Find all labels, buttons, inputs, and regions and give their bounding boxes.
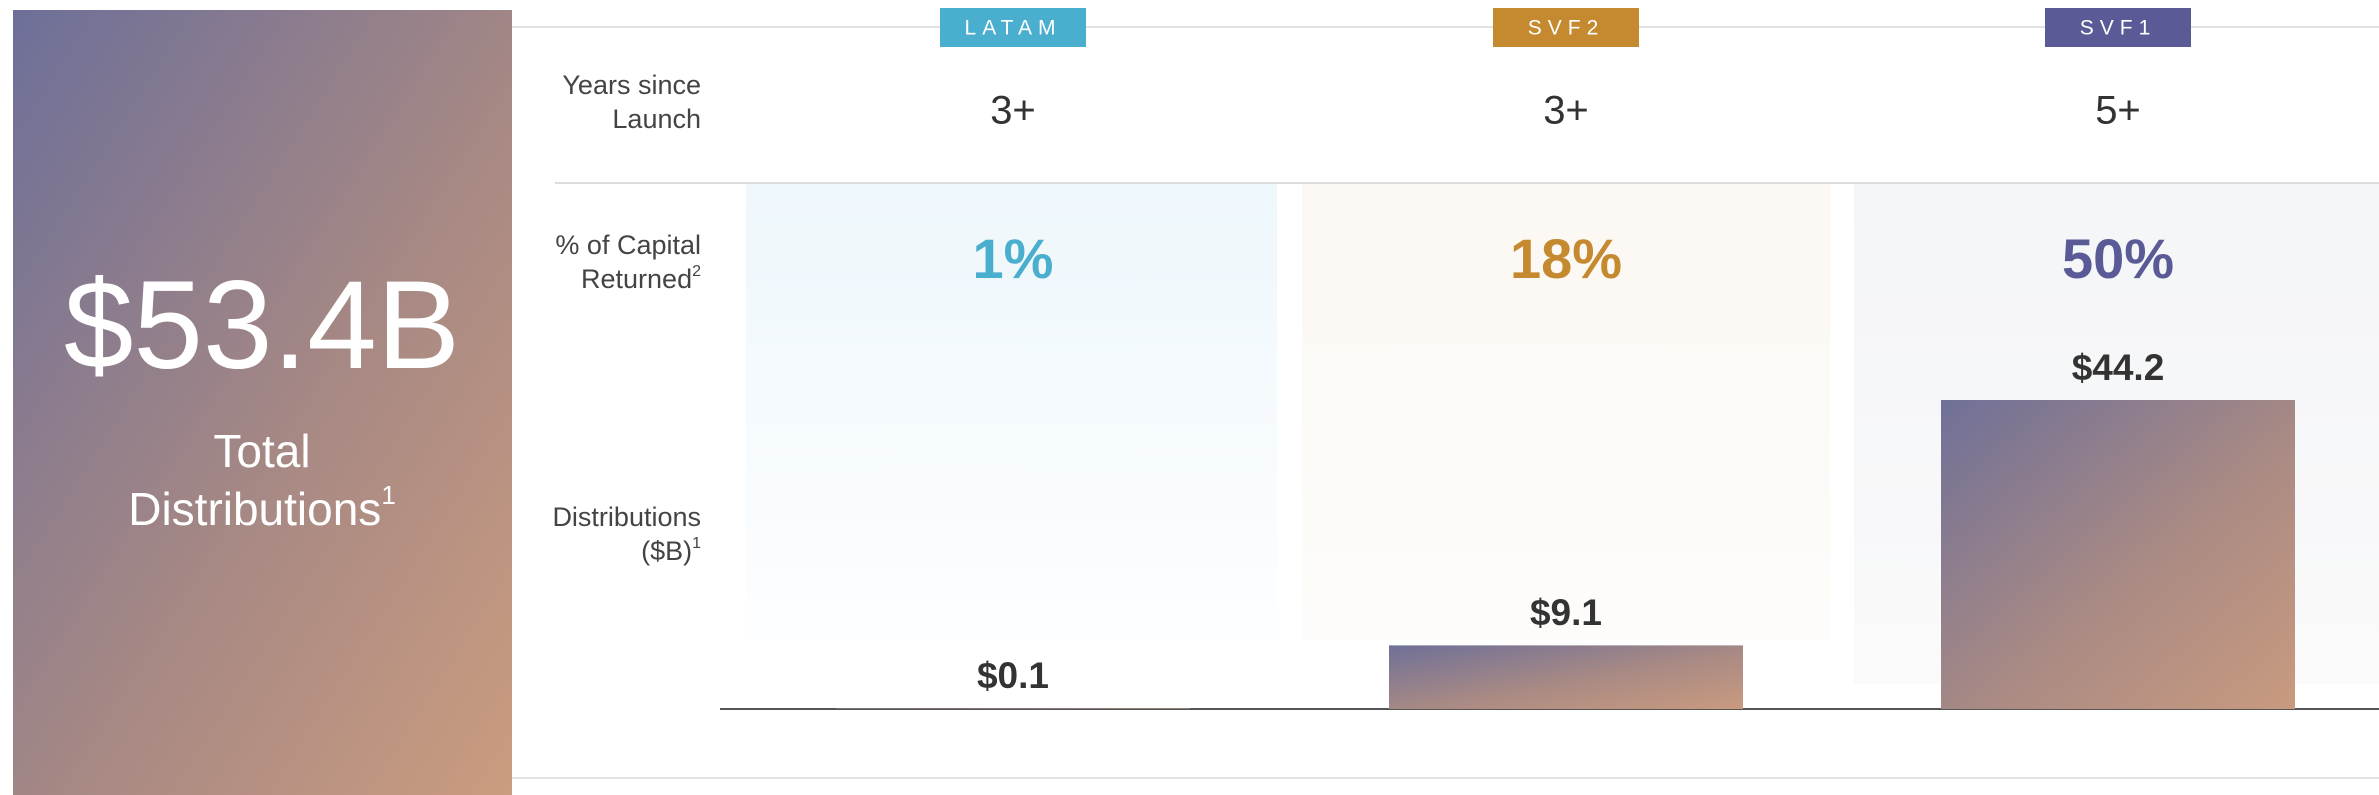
fund-tag-label: LATAM bbox=[965, 17, 1062, 40]
column-bg bbox=[746, 184, 1277, 640]
total-label: Total bbox=[213, 425, 310, 477]
row-label: % of Capital bbox=[555, 230, 701, 260]
bar-value-label: $44.2 bbox=[2072, 347, 2165, 388]
row-label: Returned2 bbox=[581, 263, 701, 294]
total-label-text: Distributions bbox=[128, 483, 381, 535]
capital-value: 18% bbox=[1510, 227, 1622, 290]
bar bbox=[836, 708, 1190, 709]
row-label: ($B)1 bbox=[641, 535, 701, 566]
bar bbox=[1389, 645, 1743, 709]
row-label: Distributions bbox=[552, 502, 701, 532]
total-label: Distributions1 bbox=[128, 480, 396, 535]
row-label-text: Returned bbox=[581, 264, 692, 294]
row-label-text: ($B) bbox=[641, 536, 692, 566]
row-label: Launch bbox=[612, 104, 701, 134]
total-value: $53.4B bbox=[64, 256, 460, 395]
fund-tag bbox=[1493, 8, 1639, 47]
bar-value-label: $0.1 bbox=[977, 655, 1049, 696]
total-panel bbox=[13, 10, 512, 795]
footnote: 2 bbox=[692, 263, 701, 280]
fund-tag bbox=[940, 8, 1086, 47]
capital-value: 50% bbox=[2062, 227, 2174, 290]
row-label: Years since bbox=[562, 70, 701, 100]
footnote: 1 bbox=[692, 535, 701, 552]
years-value: 3+ bbox=[990, 89, 1036, 133]
years-value: 5+ bbox=[2095, 89, 2141, 133]
capital-value: 1% bbox=[973, 227, 1054, 290]
footnote: 1 bbox=[381, 480, 395, 510]
years-value: 3+ bbox=[1543, 89, 1589, 133]
fund-tag-label: SVF1 bbox=[2080, 17, 2157, 40]
bar-value-label: $9.1 bbox=[1530, 592, 1602, 633]
bar bbox=[1941, 400, 2295, 709]
fund-tag bbox=[2045, 8, 2191, 47]
fund-tag-label: SVF2 bbox=[1528, 17, 1605, 40]
column-bg bbox=[1302, 184, 1830, 640]
